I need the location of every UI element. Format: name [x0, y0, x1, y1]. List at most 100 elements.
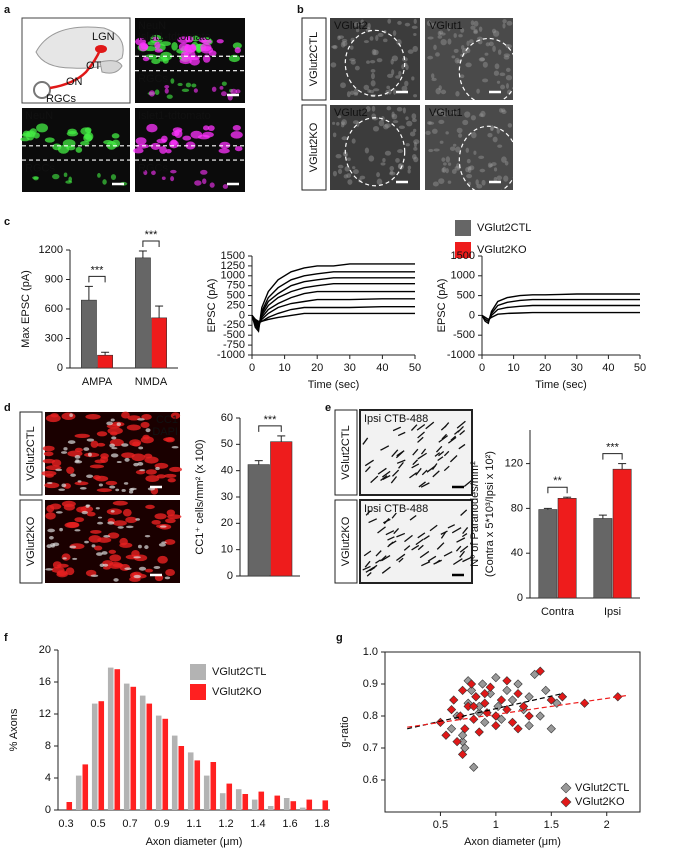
texture — [442, 166, 447, 173]
texture — [502, 23, 506, 29]
stain-label: NeuN — [25, 110, 53, 122]
texture — [370, 69, 376, 73]
bar — [242, 794, 249, 810]
y-tick-label: 16 — [39, 676, 51, 688]
texture — [135, 518, 141, 521]
trace — [481, 293, 640, 325]
texture — [65, 180, 73, 184]
legend-swatch — [190, 684, 206, 700]
texture — [466, 158, 471, 164]
texture — [377, 32, 384, 37]
texture — [122, 508, 132, 517]
texture — [393, 88, 397, 95]
texture — [502, 19, 507, 24]
texture — [415, 538, 424, 546]
bar — [75, 775, 82, 810]
texture — [142, 434, 150, 440]
texture — [234, 146, 243, 152]
texture — [365, 510, 371, 516]
texture — [381, 555, 391, 562]
texture — [375, 559, 381, 564]
texture — [165, 149, 172, 154]
bar — [299, 807, 306, 810]
texture — [454, 57, 460, 64]
texture — [491, 162, 497, 166]
bar — [267, 806, 274, 810]
texture — [505, 74, 513, 81]
texture — [20, 137, 30, 142]
texture — [397, 149, 404, 154]
texture — [411, 76, 415, 81]
legend-swatch — [560, 796, 572, 808]
region-label: RGCs — [138, 162, 168, 174]
y-tick-label: 40 — [221, 465, 233, 477]
error-bar — [101, 351, 110, 356]
texture — [132, 441, 141, 447]
legend-label: VGlut2CTL — [477, 222, 531, 234]
bar — [290, 801, 297, 810]
point — [557, 692, 568, 702]
texture — [478, 113, 484, 117]
bar — [538, 509, 558, 599]
texture — [392, 120, 399, 124]
texture — [427, 121, 432, 125]
texture — [353, 88, 359, 95]
texture — [43, 451, 54, 457]
texture — [346, 173, 352, 179]
texture — [482, 61, 488, 68]
texture — [432, 181, 439, 187]
texture — [405, 64, 409, 70]
texture — [366, 60, 370, 64]
texture — [432, 112, 439, 116]
texture — [62, 557, 67, 560]
micrograph — [330, 105, 420, 190]
texture — [380, 162, 386, 166]
texture — [32, 176, 39, 180]
x-axis-label: Time (sec) — [308, 379, 360, 391]
error-bar — [84, 285, 93, 301]
texture — [370, 80, 376, 87]
texture — [131, 453, 146, 462]
y-tick-label: 12 — [39, 708, 51, 720]
texture — [29, 128, 37, 135]
x-tick-label: 2 — [604, 819, 610, 831]
y-tick-label: 900 — [45, 273, 63, 285]
error-bar — [277, 435, 286, 442]
texture — [362, 437, 369, 445]
y-tick-label: 10 — [221, 544, 233, 556]
texture — [391, 55, 399, 62]
texture — [177, 36, 191, 44]
point — [502, 685, 512, 696]
panel-letter: f — [4, 632, 8, 644]
y-tick-label: 0 — [517, 592, 523, 604]
texture — [165, 569, 176, 577]
texture — [432, 470, 440, 478]
x-tick-label: 1.1 — [186, 818, 201, 830]
texture — [367, 89, 371, 93]
error-bar — [254, 460, 263, 465]
texture — [465, 167, 470, 173]
x-axis-label: Time (sec) — [535, 379, 587, 391]
texture — [63, 447, 68, 451]
texture — [102, 179, 107, 185]
texture — [389, 170, 394, 175]
texture — [426, 20, 432, 27]
texture — [135, 137, 147, 145]
texture — [342, 151, 348, 157]
bar — [130, 686, 137, 810]
texture — [221, 91, 227, 97]
texture — [368, 89, 375, 94]
texture — [50, 543, 56, 547]
y-axis-label: g-ratio — [339, 716, 351, 747]
texture — [170, 169, 177, 174]
point — [507, 717, 518, 728]
texture — [67, 450, 83, 457]
texture — [200, 169, 208, 175]
texture — [63, 172, 68, 178]
region-label: RGCs — [25, 162, 55, 174]
x-tick-label: 1 — [493, 819, 499, 831]
texture — [423, 535, 430, 540]
texture — [121, 452, 135, 459]
texture — [46, 481, 53, 485]
bar — [593, 518, 613, 599]
